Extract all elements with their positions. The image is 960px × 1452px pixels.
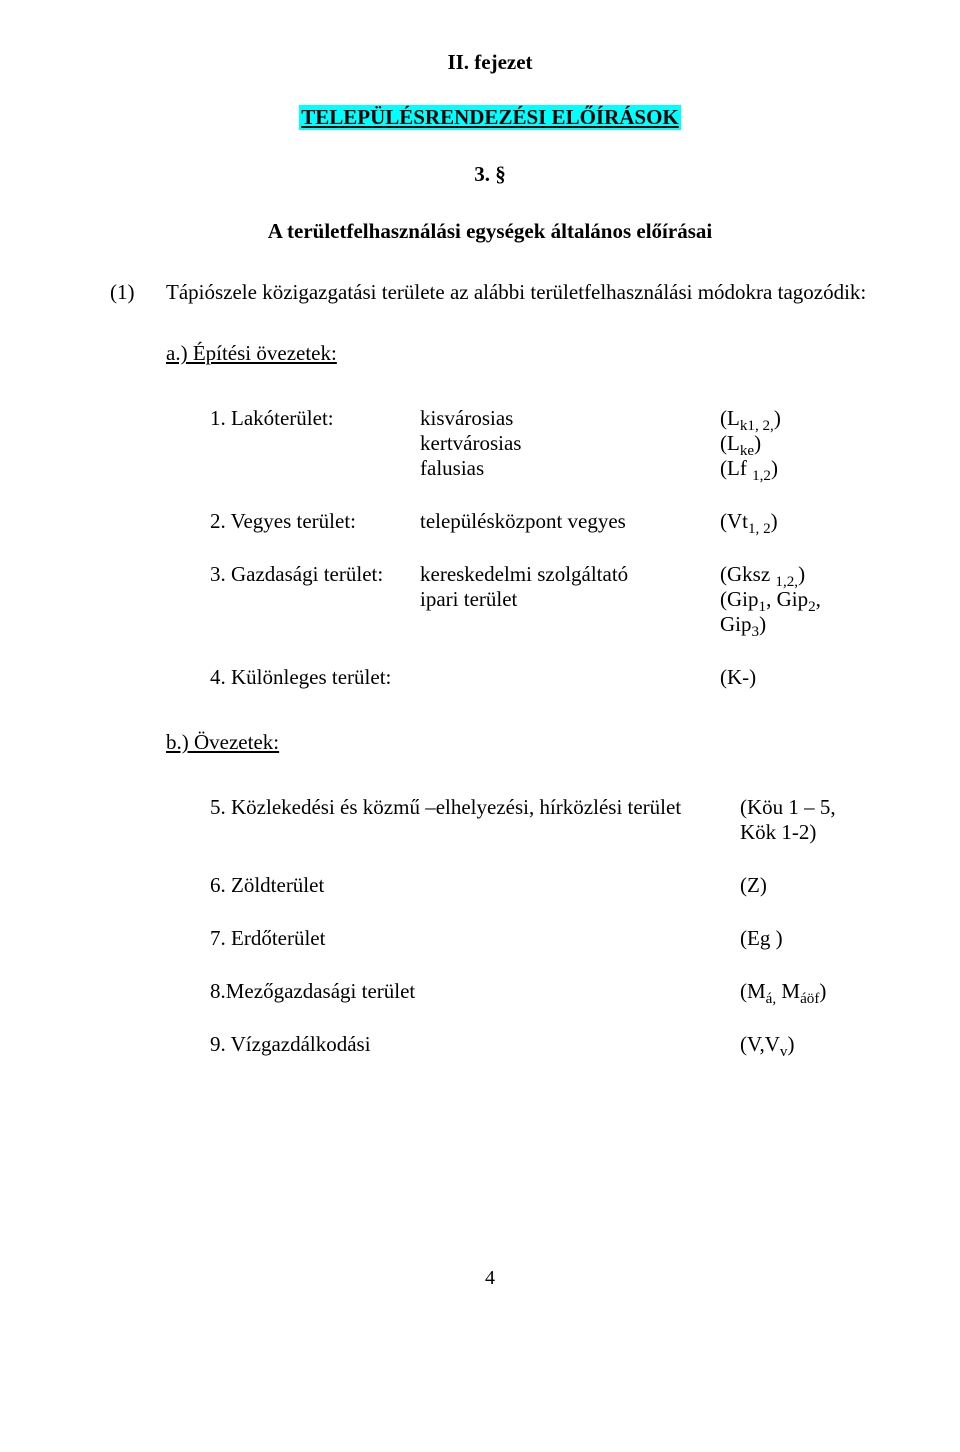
item-8-label: 8.Mezőgazdasági terület bbox=[210, 979, 740, 1004]
item-1-code2: (Lke) bbox=[720, 431, 870, 456]
item-3-type1: kereskedelmi szolgáltató bbox=[420, 562, 720, 587]
list-item-1-line2: kertvárosias (Lke) bbox=[210, 431, 870, 456]
subsection-b-label: b.) Övezetek: bbox=[166, 730, 870, 755]
item-1-type3: falusias bbox=[420, 456, 720, 481]
item-1-type1: kisvárosias bbox=[420, 406, 720, 431]
subsection-a-label: a.) Építési övezetek: bbox=[166, 341, 870, 366]
item-1-code1: (Lk1, 2,) bbox=[720, 406, 870, 431]
item-3-code2: (Gip1, Gip2, Gip3) bbox=[720, 587, 870, 637]
item-1-type2: kertvárosias bbox=[420, 431, 720, 456]
page-number: 4 bbox=[110, 1267, 870, 1320]
list-a: 1. Lakóterület: kisvárosias (Lk1, 2,) ke… bbox=[210, 406, 870, 690]
item-2-code: (Vt1, 2) bbox=[720, 509, 870, 534]
list-item-1-line1: 1. Lakóterület: kisvárosias (Lk1, 2,) bbox=[210, 406, 870, 431]
item-3-code1: (Gksz 1,2,) bbox=[720, 562, 870, 587]
item-5-label: 5. Közlekedési és közmű –elhelyezési, hí… bbox=[210, 795, 740, 845]
section-title: A területfelhasználási egységek általáno… bbox=[110, 219, 870, 244]
paragraph-1-text: Tápiószele közigazgatási területe az alá… bbox=[166, 280, 866, 305]
paragraph-1: (1) Tápiószele közigazgatási területe az… bbox=[110, 280, 870, 305]
section-number: 3. § bbox=[110, 162, 870, 187]
list-item-3-line1: 3. Gazdasági terület: kereskedelmi szolg… bbox=[210, 562, 870, 587]
item-8-code: (Má, Máöf) bbox=[740, 979, 870, 1004]
item-9-code: (V,Vv) bbox=[740, 1032, 870, 1057]
item-7-label: 7. Erdőterület bbox=[210, 926, 740, 951]
item-4-label: 4. Különleges terület: bbox=[210, 665, 720, 690]
page-heading: TELEPÜLÉSRENDEZÉSI ELŐÍRÁSOK bbox=[299, 105, 681, 130]
item-4-code: (K-) bbox=[720, 665, 870, 690]
list-b: 5. Közlekedési és közmű –elhelyezési, hí… bbox=[210, 795, 870, 1057]
list-item-1-line3: falusias (Lf 1,2) bbox=[210, 456, 870, 481]
item-6-code: (Z) bbox=[740, 873, 870, 898]
chapter-label: II. fejezet bbox=[110, 50, 870, 75]
item-6-label: 6. Zöldterület bbox=[210, 873, 740, 898]
item-3-type2: ipari terület bbox=[420, 587, 720, 612]
item-5-code: (Köu 1 – 5, Kök 1-2) bbox=[740, 795, 870, 845]
item-1-code3: (Lf 1,2) bbox=[720, 456, 870, 481]
item-2-type: településközpont vegyes bbox=[420, 509, 720, 534]
list-item-7: 7. Erdőterület (Eg ) bbox=[210, 926, 870, 951]
item-3-label: 3. Gazdasági terület: bbox=[210, 562, 420, 587]
list-item-4: 4. Különleges terület: (K-) bbox=[210, 665, 870, 690]
item-1-label: 1. Lakóterület: bbox=[210, 406, 420, 431]
list-item-2: 2. Vegyes terület: településközpont vegy… bbox=[210, 509, 870, 534]
item-9-label: 9. Vízgazdálkodási bbox=[210, 1032, 740, 1057]
item-2-label: 2. Vegyes terület: bbox=[210, 509, 420, 534]
list-item-9: 9. Vízgazdálkodási (V,Vv) bbox=[210, 1032, 870, 1057]
heading-wrap: TELEPÜLÉSRENDEZÉSI ELŐÍRÁSOK bbox=[110, 105, 870, 130]
item-7-code: (Eg ) bbox=[740, 926, 870, 951]
list-item-3-line2: ipari terület (Gip1, Gip2, Gip3) bbox=[210, 587, 870, 637]
list-item-6: 6. Zöldterület (Z) bbox=[210, 873, 870, 898]
paragraph-1-num: (1) bbox=[110, 280, 166, 305]
list-item-8: 8.Mezőgazdasági terület (Má, Máöf) bbox=[210, 979, 870, 1004]
list-item-5: 5. Közlekedési és közmű –elhelyezési, hí… bbox=[210, 795, 870, 845]
